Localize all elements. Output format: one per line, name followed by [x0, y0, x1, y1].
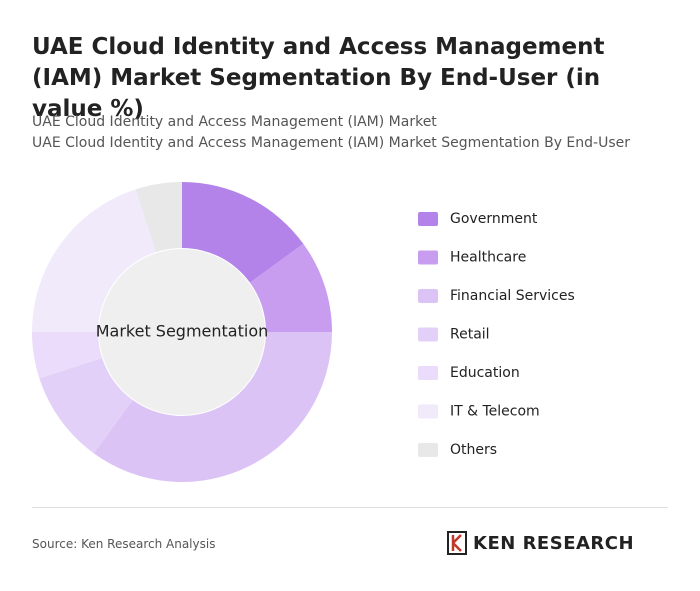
legend-swatch [418, 250, 438, 265]
legend-label: Financial Services [450, 288, 575, 304]
legend-swatch [418, 327, 438, 342]
subtitle: UAE Cloud Identity and Access Management… [32, 114, 437, 130]
donut-slice [182, 182, 304, 283]
legend-swatch [418, 289, 438, 303]
donut-slice [39, 357, 133, 454]
legend-label: IT & Telecom [450, 404, 540, 420]
donut-slice [93, 332, 332, 482]
legend-swatch [418, 404, 438, 419]
brand-logo: KEN RESEARCH [447, 531, 634, 555]
center-label: Market Segmentation [96, 322, 269, 341]
legend-label: Education [450, 365, 520, 381]
legend-label: Others [450, 442, 497, 458]
subtitle: UAE Cloud Identity and Access Management… [32, 135, 630, 151]
legend-label: Healthcare [450, 250, 526, 266]
legend-label: Retail [450, 327, 490, 343]
donut-hole [99, 249, 265, 415]
legend-swatch [418, 212, 438, 226]
legend-swatch [418, 443, 438, 457]
source: Source: Ken Research Analysis [32, 537, 216, 551]
logo-icon [447, 531, 467, 555]
chart: Market Segmentation Government Healthcare F… [32, 182, 575, 482]
donut-slice [32, 189, 157, 332]
brand-name: KEN RESEARCH [473, 532, 635, 554]
chart-title: UAE Cloud Identity and Access Management… [32, 34, 605, 122]
donut-slice [32, 332, 103, 379]
donut-slice [135, 182, 182, 253]
legend-label: Government [450, 211, 538, 227]
donut-slice [249, 243, 332, 332]
legend-swatch [418, 366, 438, 380]
divider [32, 507, 668, 508]
